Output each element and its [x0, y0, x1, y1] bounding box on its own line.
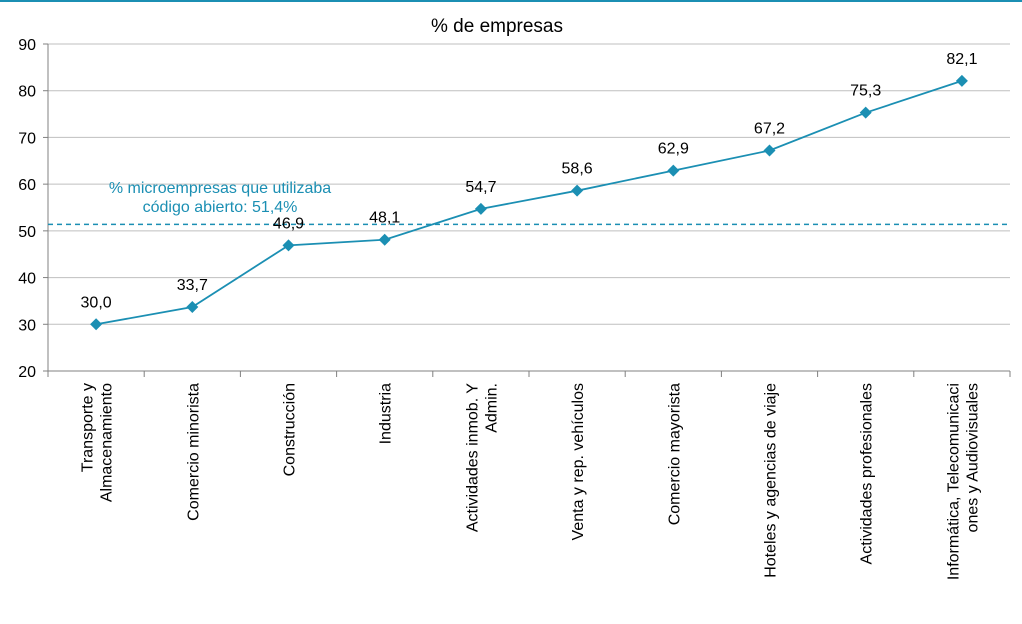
data-point-marker	[474, 202, 487, 215]
reference-line-label: % microempresas que utilizaba	[109, 180, 331, 197]
axes: 20 30 40 50 60 70 80 90 Transporte y Almacenamien…	[18, 37, 1011, 580]
data-label: 82,1	[946, 51, 977, 68]
labels-group: 30,0 33,7 46,9 48,1 54,7 58,6 62,9 67,2 75,3 82,1	[81, 51, 978, 311]
data-label: 75,3	[850, 83, 881, 100]
data-point-marker	[282, 239, 295, 252]
data-label: 67,2	[754, 121, 785, 138]
data-point-marker	[571, 184, 584, 197]
x-category-label: Almacenamiento	[99, 383, 116, 502]
gridlines	[48, 43, 1010, 325]
y-tick-label: 90	[18, 37, 36, 54]
data-label: 54,7	[465, 179, 496, 196]
data-point-marker	[378, 233, 391, 246]
data-label: 46,9	[273, 215, 304, 232]
x-category-label: Comercio minorista	[185, 383, 202, 521]
data-label: 33,7	[177, 277, 208, 294]
y-tick-label: 40	[18, 271, 36, 288]
y-tick-label: 20	[18, 364, 36, 381]
x-category-label: Transporte y	[80, 383, 97, 472]
y-tick-label: 30	[18, 317, 36, 334]
data-label: 58,6	[562, 161, 593, 178]
y-tick-label: 50	[18, 224, 36, 241]
data-point-marker	[859, 106, 872, 119]
reference-line-label: código abierto: 51,4%	[143, 199, 298, 216]
data-point-marker	[955, 74, 968, 87]
y-tick-label: 70	[18, 130, 36, 147]
data-label: 30,0	[81, 294, 112, 311]
x-category-label: Actividades inmob. Y	[464, 383, 481, 532]
data-point-marker	[667, 164, 680, 177]
x-category-label: Informática, Telecomunicaci	[945, 383, 962, 580]
data-label: 62,9	[658, 141, 689, 158]
data-label: 48,1	[369, 210, 400, 227]
x-category-label: Venta y rep. vehículos	[570, 383, 587, 540]
series-line	[95, 80, 963, 326]
x-category-label: ones y Audiovisuales	[964, 383, 981, 532]
x-category-label: Hoteles y agencias de viaje	[763, 383, 780, 578]
x-category-label: Industria	[378, 383, 395, 444]
top-border	[0, 0, 1022, 2]
x-category-label: Comercio mayorista	[666, 383, 683, 525]
x-category-label: Admin.	[483, 383, 500, 433]
y-tick-label: 60	[18, 177, 36, 194]
x-category-label: Actividades profesionales	[859, 383, 876, 564]
x-category-label: Construcción	[282, 383, 299, 476]
series-group	[90, 74, 968, 331]
reference-line-group: % microempresas que utilizaba código abie…	[48, 180, 1010, 226]
data-point-marker	[90, 318, 103, 331]
y-tick-label: 80	[18, 84, 36, 101]
data-point-marker	[763, 144, 776, 157]
data-point-marker	[186, 301, 199, 314]
chart-title: % de empresas	[431, 16, 563, 37]
